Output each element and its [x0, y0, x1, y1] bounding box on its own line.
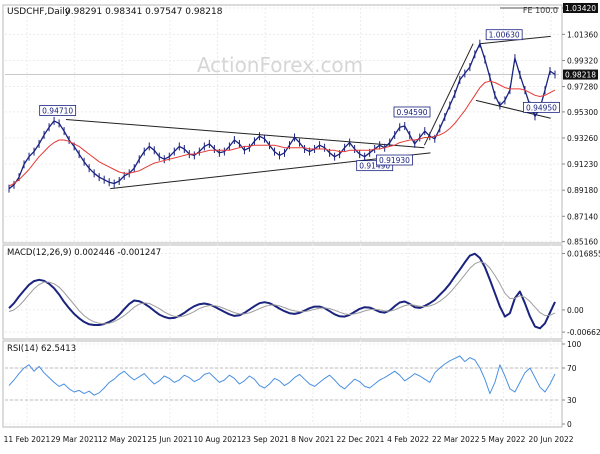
y-tick-label: -0.006629: [567, 328, 600, 337]
x-tick-label: 20 Jun 2022: [528, 435, 573, 444]
x-tick-label: 5 May 2022: [481, 435, 525, 444]
annotation-label: 0.94710: [42, 106, 73, 115]
annotation-box: [39, 105, 77, 116]
y-tick-label: 0.91230: [567, 160, 598, 169]
annotation: 0.94950: [523, 101, 560, 113]
y-tick-label: 70: [567, 364, 577, 373]
x-tick-label: 29 Mar 2021: [51, 435, 99, 444]
x-tick-label: 22 Mar 2022: [432, 435, 480, 444]
y-tick-label: 0.87140: [567, 212, 598, 221]
symbol-info: USDCHF,Daily: [7, 7, 71, 17]
y-tick-label: 1.01360: [567, 30, 598, 39]
annotation: 0.91490: [356, 160, 394, 172]
x-tick-label: 11 Feb 2021: [4, 435, 51, 444]
macd-title: MACD(12,26,9) 0.002446 -0.001247: [7, 248, 161, 258]
last-price-box: [563, 69, 598, 80]
y-tick-label: 0.97280: [567, 83, 598, 92]
annotation-box: [485, 29, 523, 41]
annotation: 0.91930: [376, 154, 413, 166]
fe-label: FE 100.0: [523, 6, 558, 15]
axes: 11 Feb 2021 29 Mar 2021 12 May 2021 25 Jun …: [4, 3, 600, 444]
y-tick-label: 0.85160: [567, 238, 598, 247]
y-tick-label: 100: [567, 340, 582, 349]
y-tick-label: 0.99320: [567, 56, 598, 65]
fe-level-box: [563, 3, 598, 13]
x-tick-label: 4 Feb 2022: [387, 435, 429, 444]
watermark: ActionForex.com: [197, 53, 363, 77]
x-tick-label: 10 Aug 2021: [194, 435, 242, 444]
ohlc-values: 0.98291 0.98341 0.97547 0.98218: [65, 7, 223, 17]
annotation-box: [393, 106, 431, 118]
x-tick-label: 12 May 2021: [98, 435, 147, 444]
x-tick-label: 8 Nov 2021: [291, 435, 334, 444]
y-tick-label: 0.00: [567, 306, 584, 315]
annotation: 1.00630: [485, 29, 523, 41]
annotation: 0.94710: [39, 105, 77, 116]
series-line: [8, 80, 556, 187]
annotation-box: [523, 101, 560, 113]
trendline: [423, 43, 474, 146]
y-tick-label: 0.89180: [567, 186, 598, 195]
series-line: [8, 252, 556, 330]
annotation-label: 0.91930: [379, 156, 410, 165]
rsi-title: RSI(14) 62.5413: [7, 344, 76, 354]
y-tick-label: 30: [567, 396, 577, 405]
trendline: [475, 99, 551, 119]
annotation-label: 1.00630: [489, 31, 520, 40]
annotation-box: [356, 160, 394, 172]
y-tick-label: 0.95300: [567, 108, 598, 117]
x-tick-label: 23 Sep 2021: [241, 435, 289, 444]
annotation-label: 0.94950: [526, 103, 557, 112]
y-tick-label: 0.93260: [567, 134, 598, 143]
grid: [5, 7, 559, 425]
trendline: [65, 118, 425, 149]
rsi-panel-frame: [2, 340, 563, 428]
series-line: [8, 355, 556, 396]
series-line: [8, 261, 556, 325]
series-line: [8, 43, 556, 190]
annotation: 0.94590: [393, 106, 431, 118]
macd-panel-frame: [2, 244, 563, 340]
annotation-label: 0.91490: [359, 162, 390, 171]
x-tick-label: 22 Dec 2021: [336, 435, 384, 444]
annotation-box: [376, 154, 413, 166]
price-panel-frame: [2, 4, 563, 244]
y-tick-label: 0.016855: [567, 250, 600, 259]
last-price-label: 0.98218: [565, 71, 596, 80]
x-tick-label: 25 Jun 2021: [147, 435, 192, 444]
y-tick-label: 0: [567, 420, 572, 429]
fe-level-label: 1.03420: [565, 4, 596, 13]
annotation-label: 0.94590: [396, 108, 427, 117]
